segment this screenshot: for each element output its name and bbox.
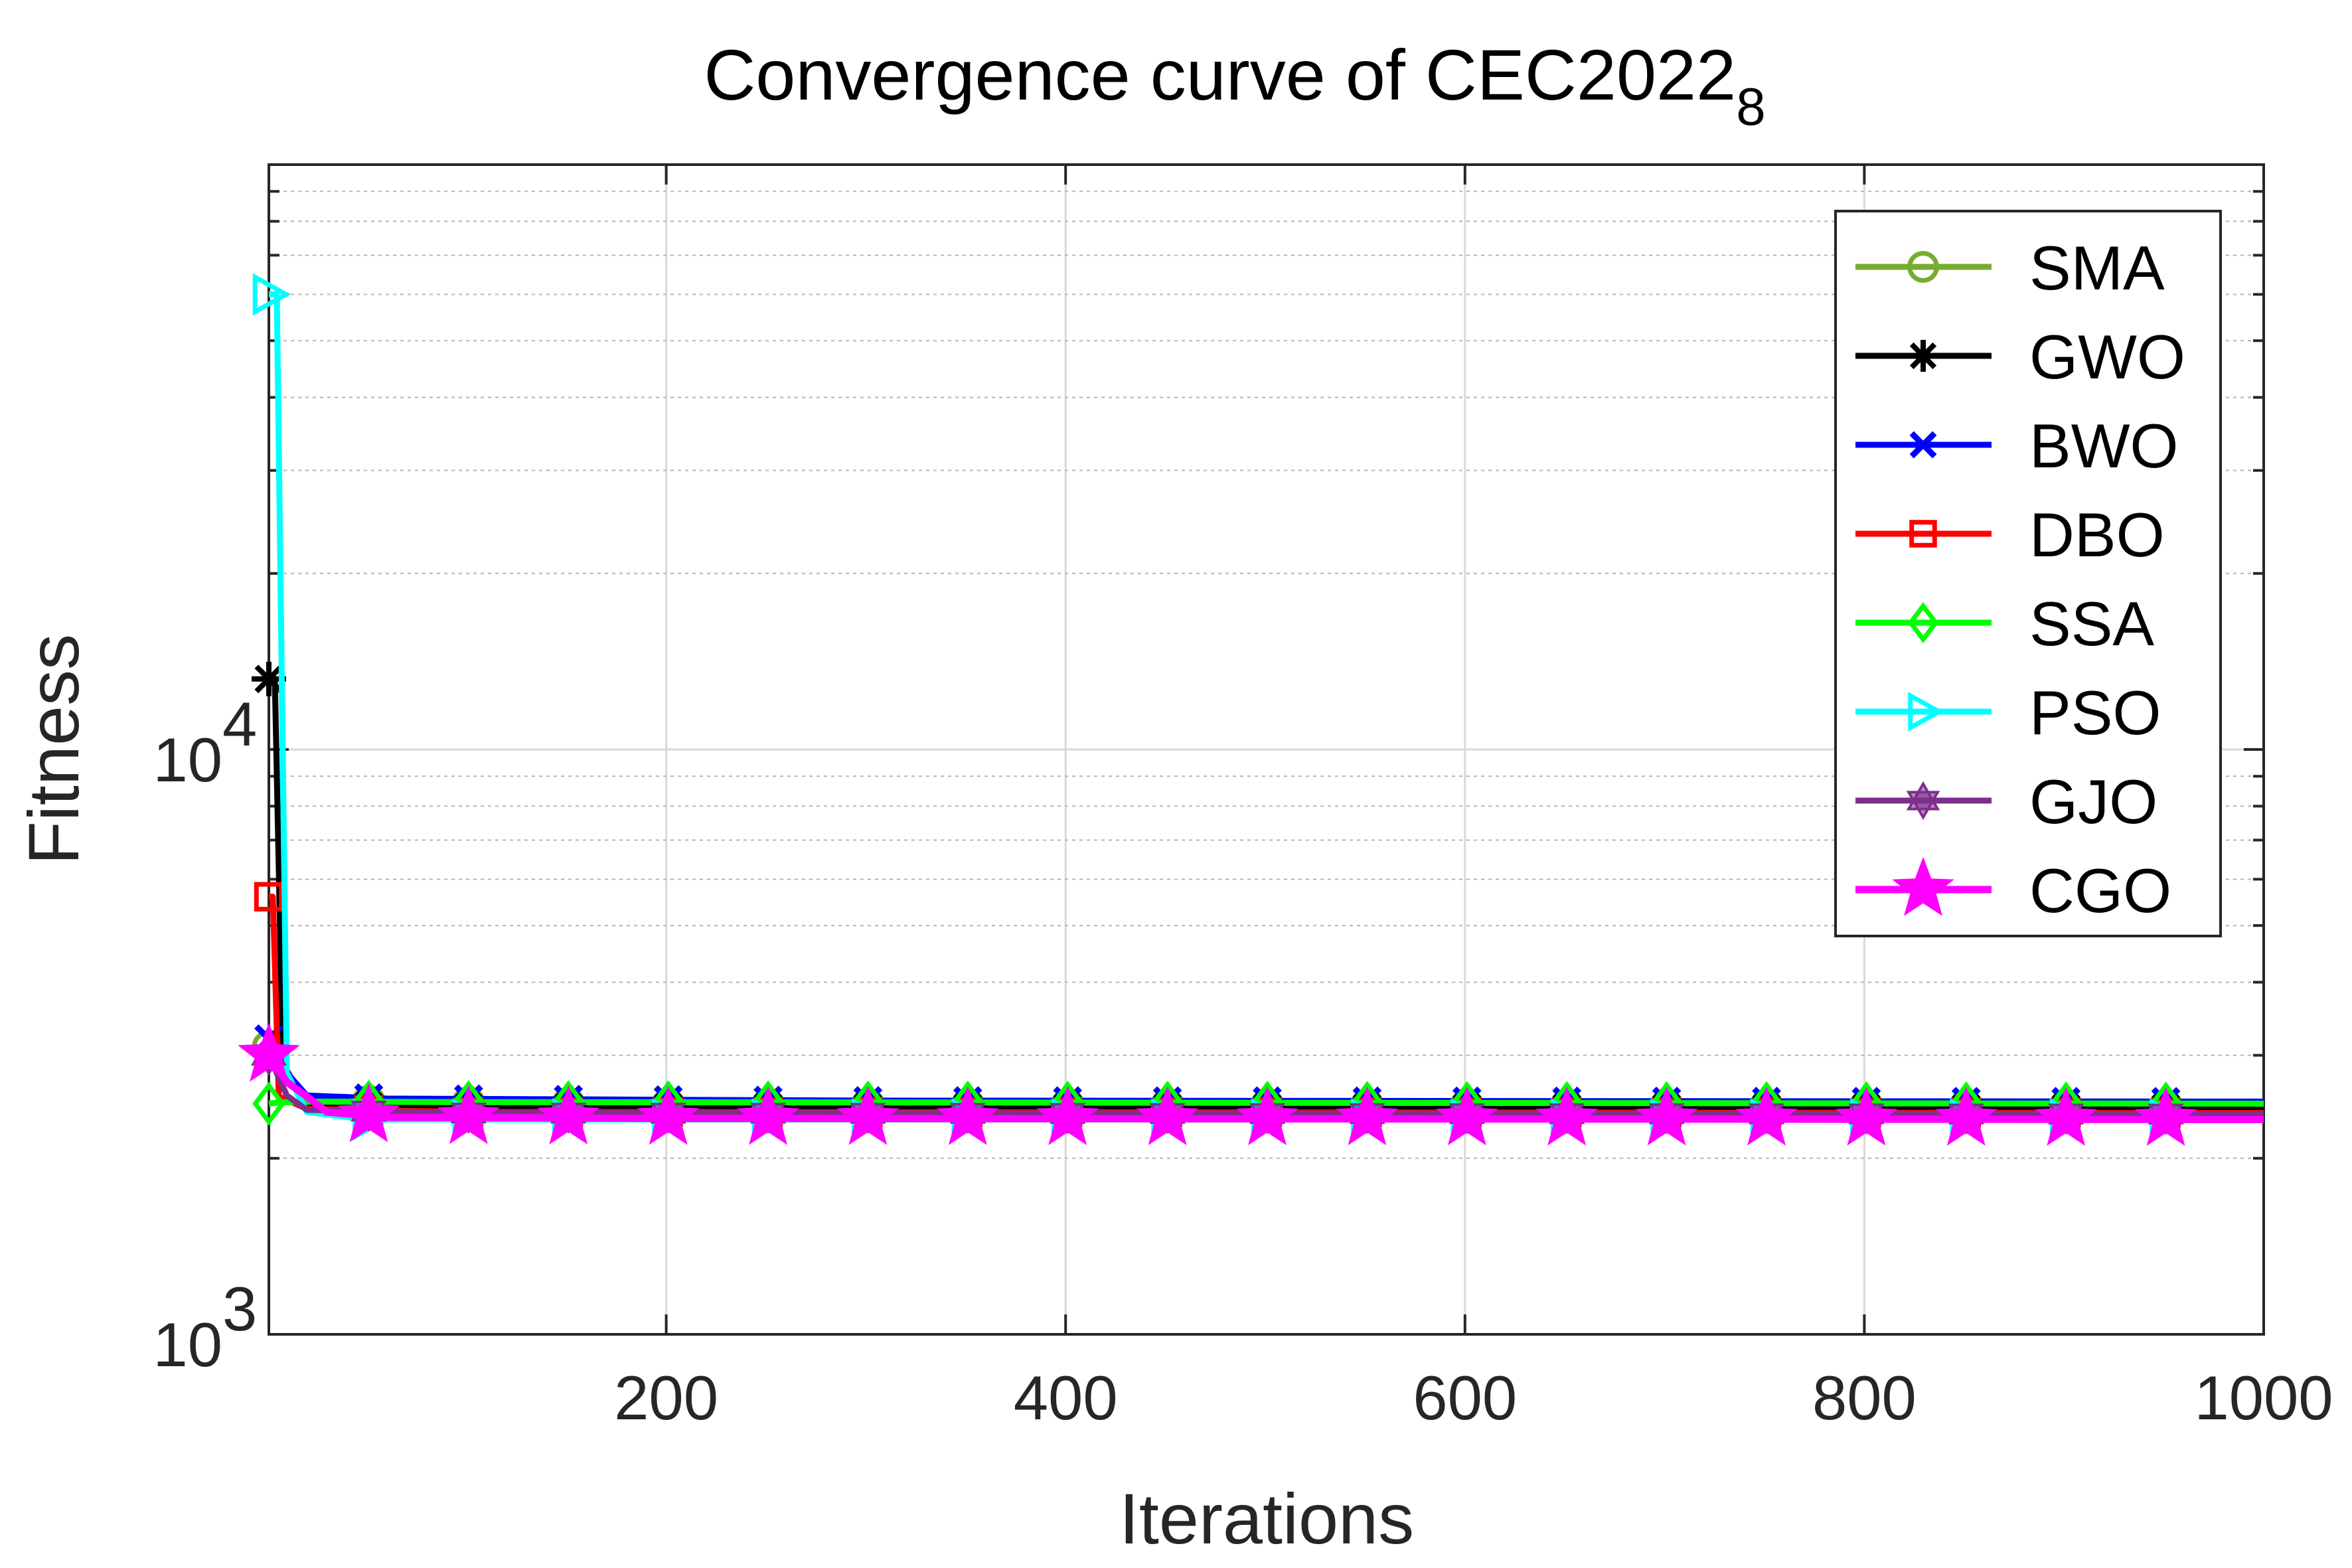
x-axis-label: Iterations [1119,1478,1414,1559]
legend-box [1834,210,2222,937]
marker-diamond [1907,601,1939,644]
marker-pentagram [2134,1087,2197,1146]
legend-label: GWO [2029,322,2185,392]
marker-pentagram [437,1085,500,1144]
legend-label: BWO [2029,411,2179,481]
x-tick-label: 800 [1812,1363,1917,1433]
legend-label: GJO [2029,767,2157,836]
series-layer [238,273,2264,1146]
marker-pentagram [1892,856,1954,916]
marker-asterisk [252,661,286,696]
legend-item-ssa: SSA [1855,589,2154,659]
marker-pentagram [1835,1086,1898,1146]
series-cgo [238,1022,2264,1146]
marker-pentagram [1236,1086,1298,1146]
legend-label: CGO [2029,856,2171,925]
marker-circle [1907,251,1939,283]
marker-pentagram [1036,1085,1099,1145]
legend-item-dbo: DBO [1855,500,2165,570]
x-tick-label: 400 [1014,1363,1118,1433]
marker-pentagram [1535,1086,1599,1146]
legend-item-pso: PSO [1855,678,2161,747]
legend-item-gwo: GWO [1855,322,2185,392]
marker-hexagram [1906,791,1940,821]
legend: SMA GWO BWO DBO SSA PSO GJO CGO [1834,210,2222,937]
legend-item-bwo: BWO [1855,411,2179,481]
legend-label: DBO [2029,500,2165,570]
x-tick-label: 1000 [2194,1363,2333,1433]
marker-pentagram [1935,1086,1998,1146]
marker-pentagram [2035,1086,2098,1146]
marker-pentagram [1735,1086,1798,1146]
marker-square [1909,520,1937,548]
y-tick-exponent: 4 [222,689,257,759]
marker-asterisk [1907,340,1939,372]
chart-title-main: Convergence curve of CEC2022 [704,35,1736,115]
marker-pentagram [1635,1086,1698,1146]
y-tick-label: 10 [153,725,222,795]
marker-pentagram [238,1022,300,1082]
marker-triangle [1908,692,1944,732]
y-tick-label: 10 [153,1310,222,1379]
legend-label: PSO [2029,678,2161,747]
marker-pentagram [737,1085,799,1145]
marker-pentagram [637,1085,700,1145]
legend-item-gjo: GJO [1855,767,2157,836]
chart-title: Convergence curve of CEC20228 [704,35,1765,136]
marker-pentagram [537,1085,600,1144]
legend-label: SMA [2029,233,2165,303]
chart-title-subscript: 8 [1736,77,1766,136]
marker-pentagram [937,1085,999,1145]
y-axis-label: Fitness [13,634,94,865]
legend-item-cgo: CGO [1855,856,2171,925]
x-tick-label: 200 [614,1363,718,1433]
marker-pentagram [337,1083,400,1142]
marker-pentagram [1436,1086,1498,1146]
marker-pentagram [1136,1086,1199,1146]
marker-diamond [252,1081,285,1126]
marker-triangle [252,273,291,316]
x-tick-label: 600 [1413,1363,1517,1433]
marker-pentagram [1336,1086,1399,1146]
marker-x [1909,431,1937,459]
y-tick-exponent: 3 [222,1274,257,1344]
marker-square [254,882,284,912]
legend-label: SSA [2029,589,2154,659]
legend-item-sma: SMA [1855,233,2165,303]
marker-pentagram [836,1085,900,1145]
